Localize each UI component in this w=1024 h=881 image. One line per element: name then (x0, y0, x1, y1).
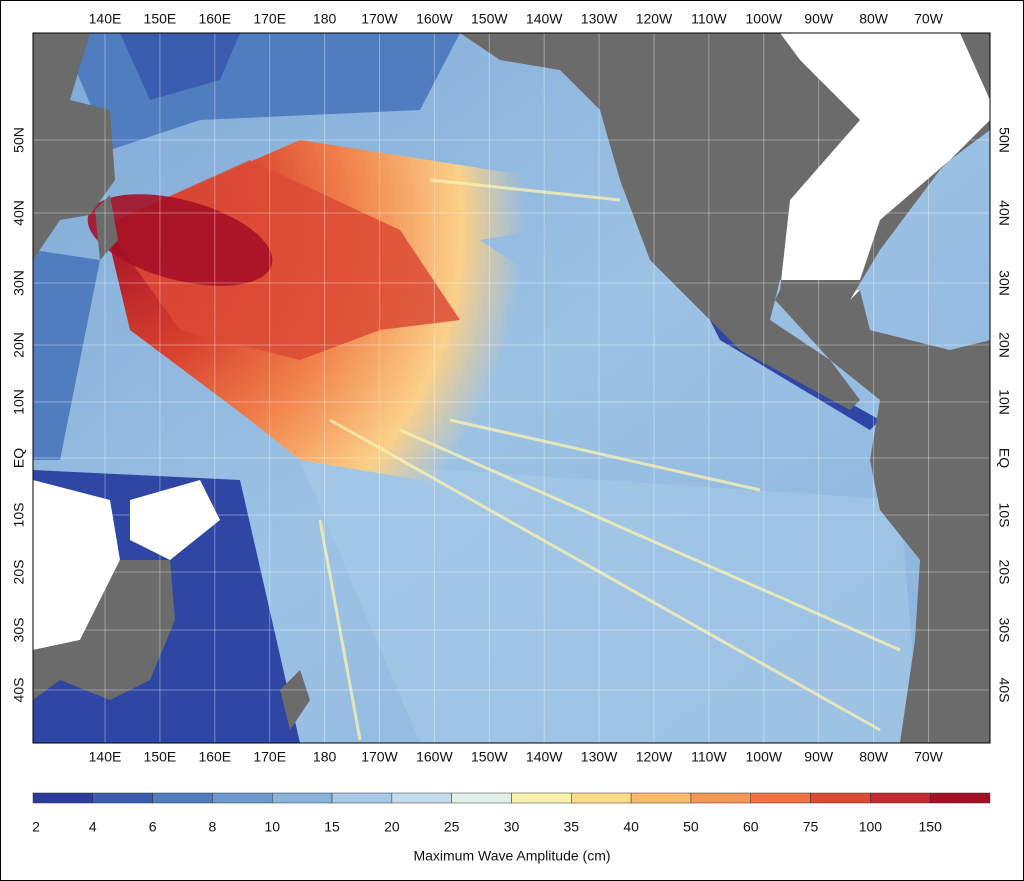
lon-label-bottom: 70W (914, 749, 944, 765)
lon-label-bottom: 150E (144, 749, 177, 765)
colorbar-segment (810, 792, 871, 804)
colorbar-segment (92, 792, 153, 804)
lon-label-bottom: 140W (526, 749, 563, 765)
colorbar-segment (929, 792, 991, 804)
colorbar-segment (212, 792, 273, 804)
colorbar-tick-label: 15 (324, 819, 340, 835)
colorbar-tick-label: 30 (504, 819, 520, 835)
lat-label-right: 20N (996, 332, 1012, 358)
lon-label-top: 150W (471, 11, 508, 27)
lon-label-top: 80W (859, 11, 889, 27)
colorbar-tick-label: 6 (149, 819, 157, 835)
colorbar-segment (690, 792, 751, 804)
colorbar-segment (32, 792, 94, 804)
colorbar-segment (391, 792, 452, 804)
land (33, 33, 990, 743)
lat-label-left: 20N (11, 332, 27, 358)
lat-label-left: 10N (11, 389, 27, 415)
lon-label-bottom: 110W (691, 749, 727, 765)
lon-label-top: 130W (581, 11, 618, 27)
colorbar-tick-label: 100 (859, 819, 883, 835)
colorbar-segment (451, 792, 512, 804)
graticule (33, 33, 990, 743)
lat-label-right: 20S (996, 560, 1012, 585)
colorbar-segment (331, 792, 393, 804)
colorbar-tick-label: 10 (264, 819, 280, 835)
map (33, 33, 990, 743)
lon-label-bottom: 170E (253, 749, 286, 765)
lon-label-bottom: 170W (361, 749, 398, 765)
lon-label-top: 170W (361, 11, 398, 27)
lat-label-right: 40S (996, 678, 1012, 703)
colorbar-tick-label: 4 (89, 819, 97, 835)
colorbar-tick-label: 60 (743, 819, 759, 835)
lon-label-bottom: 100W (746, 749, 783, 765)
lat-label-right: 50N (996, 127, 1012, 153)
lat-label-right: EQ (996, 448, 1012, 468)
colorbar-tick-label: 2 (32, 819, 40, 835)
axis-labels: 140E 140E 150E 150E 160E 160E 170E 170E 180 180 17… (11, 11, 1013, 765)
lat-label-left: EQ (11, 448, 27, 468)
lon-label-top: 160W (416, 11, 453, 27)
lon-label-bottom: 150W (471, 749, 508, 765)
lon-label-top: 150E (144, 11, 177, 27)
lon-label-top: 70W (914, 11, 944, 27)
lat-label-right: 30S (996, 618, 1012, 643)
lon-label-top: 140E (89, 11, 122, 27)
lat-label-right: 30N (996, 270, 1012, 296)
lon-label-top: 100W (746, 11, 783, 27)
lon-label-bottom: 140E (89, 749, 122, 765)
lat-label-left: 10S (11, 503, 27, 528)
lon-label-bottom: 120W (636, 749, 673, 765)
lat-label-right: 10S (996, 503, 1012, 528)
colorbar-segment (870, 792, 931, 804)
lat-label-left: 40S (11, 678, 27, 703)
colorbar-tick-label: 35 (564, 819, 580, 835)
colorbar-segment (152, 792, 213, 804)
lon-label-top: 110W (691, 11, 727, 27)
colorbar-segment (272, 792, 333, 804)
lat-label-left: 20S (11, 560, 27, 585)
colorbar-tick-label: 8 (209, 819, 217, 835)
colorbar-segment (571, 792, 632, 804)
colorbar-tick-label: 150 (919, 819, 943, 835)
map-border (32, 32, 991, 744)
colorbar: 2 4 6 8 10 15 20 25 30 35 40 50 60 75 100 150 (32, 792, 991, 835)
colorbar-tick-label: 25 (444, 819, 460, 835)
colorbar-label: Maximum Wave Amplitude (cm) (413, 848, 610, 864)
lon-label-bottom: 160W (416, 749, 453, 765)
colorbar-tick-label: 75 (803, 819, 819, 835)
lat-label-right: 40N (996, 200, 1012, 226)
lat-label-left: 30N (11, 270, 27, 296)
colorbar-tick-label: 40 (623, 819, 639, 835)
lon-label-top: 120W (636, 11, 673, 27)
lon-label-top: 140W (526, 11, 563, 27)
colorbar-segment (750, 792, 811, 804)
lat-label-left: 30S (11, 618, 27, 643)
lon-label-bottom: 130W (581, 749, 618, 765)
lon-label-top: 160E (198, 11, 231, 27)
colorbar-tick-label: 50 (683, 819, 699, 835)
lat-label-left: 50N (11, 127, 27, 153)
amplitude-field (33, 33, 920, 743)
lon-label-bottom: 80W (859, 749, 889, 765)
lon-label-top: 170E (253, 11, 286, 27)
lat-label-right: 10N (996, 389, 1012, 415)
lon-label-top: 90W (804, 11, 834, 27)
lon-label-bottom: 180 (313, 749, 337, 765)
lon-label-bottom: 90W (804, 749, 834, 765)
lon-label-bottom: 160E (198, 749, 231, 765)
lon-label-top: 180 (313, 11, 337, 27)
colorbar-tick-label: 20 (384, 819, 400, 835)
colorbar-segment (511, 792, 572, 804)
colorbar-segment (630, 792, 692, 804)
lat-label-left: 40N (11, 200, 27, 226)
